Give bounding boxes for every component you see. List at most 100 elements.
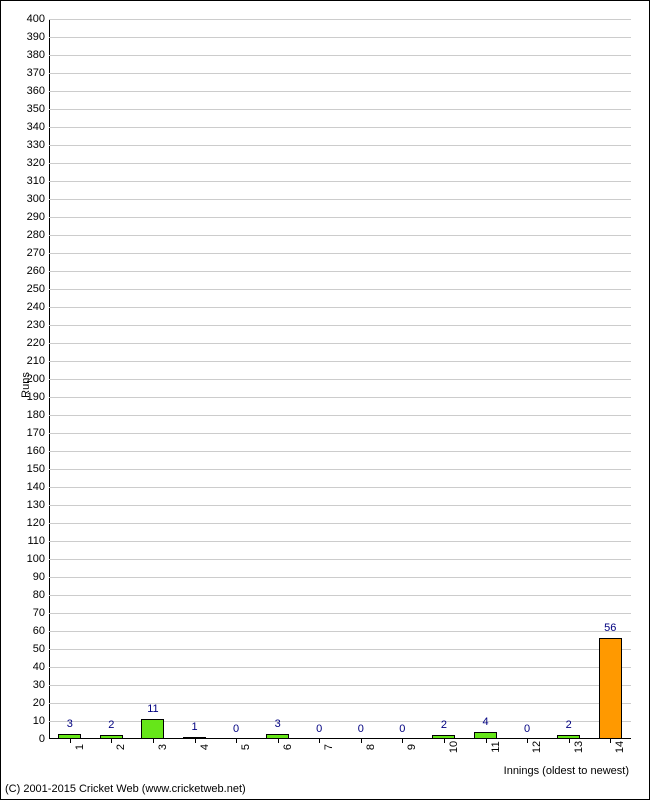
- x-tick-label: 14: [614, 741, 626, 753]
- gridline: [49, 325, 631, 326]
- bar-value-label: 4: [482, 716, 488, 728]
- y-tick-label: 360: [27, 85, 49, 97]
- y-tick-label: 80: [33, 589, 49, 601]
- bar-value-label: 0: [524, 723, 530, 735]
- bar-value-label: 0: [233, 723, 239, 735]
- y-tick-label: 40: [33, 661, 49, 673]
- x-tick-label: 3: [157, 744, 169, 750]
- y-tick-label: 250: [27, 283, 49, 295]
- gridline: [49, 703, 631, 704]
- y-tick-label: 380: [27, 49, 49, 61]
- y-tick-label: 230: [27, 319, 49, 331]
- gridline: [49, 523, 631, 524]
- bar: [474, 732, 497, 739]
- gridline: [49, 613, 631, 614]
- gridline: [49, 541, 631, 542]
- x-tick-mark: [527, 739, 528, 743]
- x-tick-label: 2: [115, 744, 127, 750]
- y-tick-label: 140: [27, 481, 49, 493]
- gridline: [49, 271, 631, 272]
- y-tick-label: 330: [27, 139, 49, 151]
- y-tick-label: 130: [27, 499, 49, 511]
- gridline: [49, 667, 631, 668]
- x-tick-label: 6: [282, 744, 294, 750]
- x-tick-mark: [195, 739, 196, 743]
- x-tick-label: 10: [448, 741, 460, 753]
- y-tick-label: 90: [33, 571, 49, 583]
- y-tick-label: 350: [27, 103, 49, 115]
- gridline: [49, 379, 631, 380]
- y-tick-label: 210: [27, 355, 49, 367]
- y-tick-label: 120: [27, 517, 49, 529]
- bar: [141, 719, 164, 739]
- copyright-text: (C) 2001-2015 Cricket Web (www.cricketwe…: [5, 783, 246, 795]
- x-tick-label: 11: [490, 741, 502, 752]
- bar-value-label: 3: [275, 718, 281, 730]
- y-tick-label: 280: [27, 229, 49, 241]
- x-tick-label: 13: [573, 741, 585, 753]
- y-tick-label: 220: [27, 337, 49, 349]
- y-tick-label: 370: [27, 67, 49, 79]
- x-tick-mark: [236, 739, 237, 743]
- y-tick-label: 160: [27, 445, 49, 457]
- gridline: [49, 505, 631, 506]
- gridline: [49, 559, 631, 560]
- x-tick-mark: [569, 739, 570, 743]
- y-tick-label: 180: [27, 409, 49, 421]
- y-tick-label: 10: [33, 715, 49, 727]
- gridline: [49, 37, 631, 38]
- bar-value-label: 2: [566, 719, 572, 731]
- x-tick-label: 1: [74, 744, 86, 750]
- y-tick-label: 30: [33, 679, 49, 691]
- gridline: [49, 451, 631, 452]
- gridline: [49, 595, 631, 596]
- gridline: [49, 109, 631, 110]
- gridline: [49, 73, 631, 74]
- bar-value-label: 2: [441, 719, 447, 731]
- x-tick-mark: [278, 739, 279, 743]
- gridline: [49, 217, 631, 218]
- x-axis-title: Innings (oldest to newest): [504, 765, 629, 777]
- y-tick-label: 60: [33, 625, 49, 637]
- gridline: [49, 235, 631, 236]
- y-tick-label: 320: [27, 157, 49, 169]
- gridline: [49, 361, 631, 362]
- y-axis-title: Runs: [20, 372, 32, 398]
- y-tick-label: 270: [27, 247, 49, 259]
- y-tick-label: 340: [27, 121, 49, 133]
- gridline: [49, 127, 631, 128]
- y-tick-label: 20: [33, 697, 49, 709]
- y-tick-label: 150: [27, 463, 49, 475]
- bar: [599, 638, 622, 739]
- gridline: [49, 145, 631, 146]
- x-tick-label: 12: [531, 741, 543, 753]
- x-tick-label: 9: [406, 744, 418, 750]
- x-tick-mark: [70, 739, 71, 743]
- gridline: [49, 397, 631, 398]
- gridline: [49, 649, 631, 650]
- gridline: [49, 163, 631, 164]
- x-tick-mark: [402, 739, 403, 743]
- y-tick-label: 400: [27, 13, 49, 25]
- bar-value-label: 0: [399, 723, 405, 735]
- x-tick-label: 5: [240, 744, 252, 750]
- bar-value-label: 2: [108, 719, 114, 731]
- x-tick-label: 7: [323, 744, 335, 750]
- y-tick-label: 260: [27, 265, 49, 277]
- x-tick-mark: [610, 739, 611, 743]
- bar-value-label: 1: [191, 721, 197, 733]
- y-tick-label: 170: [27, 427, 49, 439]
- gridline: [49, 343, 631, 344]
- gridline: [49, 469, 631, 470]
- x-tick-label: 4: [199, 744, 211, 750]
- y-tick-label: 100: [27, 553, 49, 565]
- x-tick-mark: [153, 739, 154, 743]
- x-tick-mark: [486, 739, 487, 743]
- y-tick-label: 0: [39, 733, 49, 745]
- gridline: [49, 55, 631, 56]
- gridline: [49, 721, 631, 722]
- x-tick-mark: [361, 739, 362, 743]
- bar-value-label: 3: [67, 718, 73, 730]
- y-tick-label: 390: [27, 31, 49, 43]
- chart-container: 0102030405060708090100110120130140150160…: [0, 0, 650, 800]
